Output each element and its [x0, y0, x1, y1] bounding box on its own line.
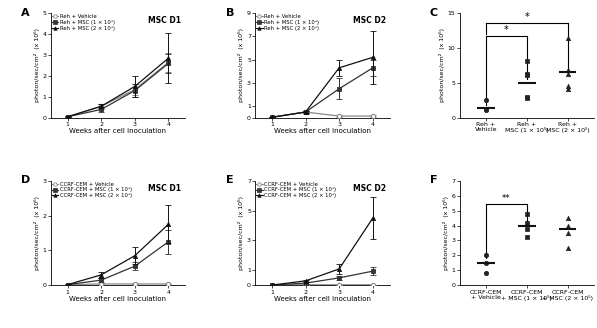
Y-axis label: photon/sec/cm²  (x 10⁶): photon/sec/cm² (x 10⁶) — [34, 29, 40, 102]
Point — [563, 71, 573, 76]
Point — [563, 35, 573, 40]
Point — [481, 108, 491, 113]
Point — [522, 96, 531, 101]
Text: **: ** — [502, 194, 510, 203]
Legend: Reh + Vehicle, Reh + MSC (1 × 10⁵), Reh + MSC (2 × 10⁵): Reh + Vehicle, Reh + MSC (1 × 10⁵), Reh … — [51, 14, 115, 31]
Point — [522, 220, 531, 225]
Text: *: * — [504, 26, 509, 35]
Point — [522, 58, 531, 63]
Point — [522, 72, 531, 78]
Text: F: F — [430, 175, 438, 185]
Point — [522, 226, 531, 231]
Point — [563, 245, 573, 251]
Text: D: D — [21, 175, 30, 185]
Point — [522, 94, 531, 99]
Text: MSC D2: MSC D2 — [353, 16, 386, 25]
Text: MSC D1: MSC D1 — [148, 184, 181, 193]
Point — [563, 86, 573, 91]
Legend: Reh + Vehicle, Reh + MSC (1 × 10⁵), Reh + MSC (2 × 10⁵): Reh + Vehicle, Reh + MSC (1 × 10⁵), Reh … — [256, 14, 319, 31]
Text: E: E — [226, 175, 233, 185]
Y-axis label: photon/sec/cm²  (x 10⁶): photon/sec/cm² (x 10⁶) — [238, 196, 244, 270]
Point — [522, 235, 531, 240]
Point — [563, 84, 573, 89]
Text: B: B — [226, 8, 234, 18]
Point — [563, 215, 573, 221]
Legend: CCRF-CEM + Vehicle, CCRF-CEM + MSC (1 × 10⁵), CCRF-CEM + MSC (2 × 10⁵): CCRF-CEM + Vehicle, CCRF-CEM + MSC (1 × … — [256, 181, 337, 199]
Point — [481, 271, 491, 276]
Text: C: C — [430, 8, 438, 18]
Legend: CCRF-CEM + Vehicle, CCRF-CEM + MSC (1 × 10⁵), CCRF-CEM + MSC (2 × 10⁵): CCRF-CEM + Vehicle, CCRF-CEM + MSC (1 × … — [51, 181, 133, 199]
X-axis label: Weeks after cell inoculation: Weeks after cell inoculation — [69, 128, 167, 134]
Text: *: * — [524, 12, 529, 22]
Point — [481, 253, 491, 258]
Point — [563, 223, 573, 228]
Text: MSC D2: MSC D2 — [353, 184, 386, 193]
Point — [522, 211, 531, 216]
Y-axis label: photon/sec/cm²  (x 10⁶): photon/sec/cm² (x 10⁶) — [439, 29, 445, 102]
Point — [563, 68, 573, 73]
Text: A: A — [21, 8, 30, 18]
Point — [481, 107, 491, 112]
Text: MSC D1: MSC D1 — [148, 16, 181, 25]
Y-axis label: photon/sec/cm²  (x 10⁶): photon/sec/cm² (x 10⁶) — [34, 196, 40, 270]
X-axis label: Weeks after cell inoculation: Weeks after cell inoculation — [69, 296, 167, 302]
X-axis label: Weeks after cell inoculation: Weeks after cell inoculation — [274, 296, 371, 302]
Point — [522, 71, 531, 76]
Point — [481, 98, 491, 103]
Point — [481, 260, 491, 266]
Y-axis label: photon/sec/cm²  (x 10⁶): photon/sec/cm² (x 10⁶) — [442, 196, 448, 270]
Y-axis label: photon/sec/cm²  (x 10⁶): photon/sec/cm² (x 10⁶) — [238, 29, 244, 102]
Point — [563, 230, 573, 236]
X-axis label: Weeks after cell inoculation: Weeks after cell inoculation — [274, 128, 371, 134]
